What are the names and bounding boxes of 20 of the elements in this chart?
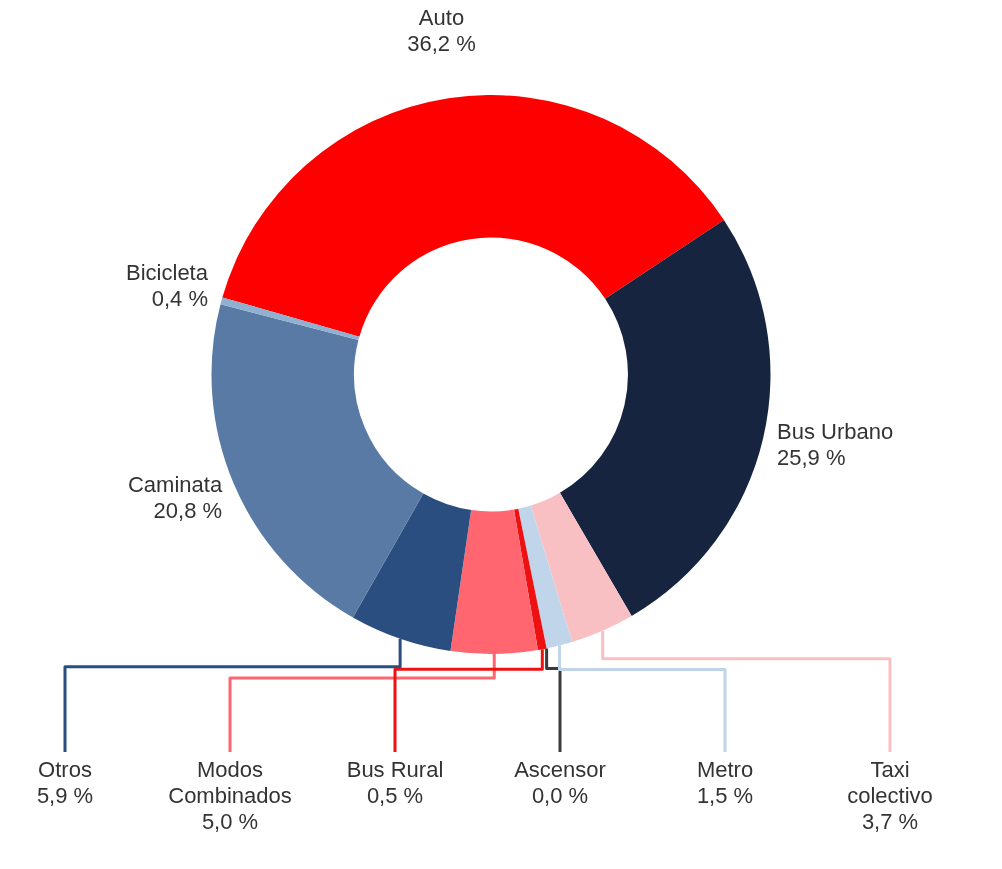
- data-label: 3,7 %: [861, 809, 919, 835]
- slice-label: Metro: [696, 757, 754, 783]
- slice-label: Bus Rural: [346, 757, 444, 783]
- category-label: Ascensor: [514, 757, 606, 783]
- slice-label: Caminata: [127, 471, 223, 497]
- data-label: 20,8 %: [153, 497, 223, 523]
- data-label: 1,5 %: [696, 783, 754, 809]
- slice-label: Modos Combinados: [168, 757, 292, 809]
- data-label: 0,5 %: [366, 783, 424, 809]
- slice-label: Bus Urbano: [777, 419, 894, 445]
- slice-label: Taxi colectivo: [847, 757, 933, 809]
- data-label: 25,9 %: [777, 445, 846, 471]
- data-label: 0,4 %: [151, 286, 208, 312]
- data-label: 36,2 %: [407, 30, 476, 56]
- data-label: 5,0 %: [201, 809, 259, 835]
- data-label: 5,9 %: [36, 783, 94, 809]
- slice-label: Auto: [418, 4, 465, 30]
- slice-label: Otros: [38, 757, 92, 783]
- slice-label: Bicicleta: [126, 260, 209, 286]
- text: 0,0 %: [531, 783, 589, 809]
